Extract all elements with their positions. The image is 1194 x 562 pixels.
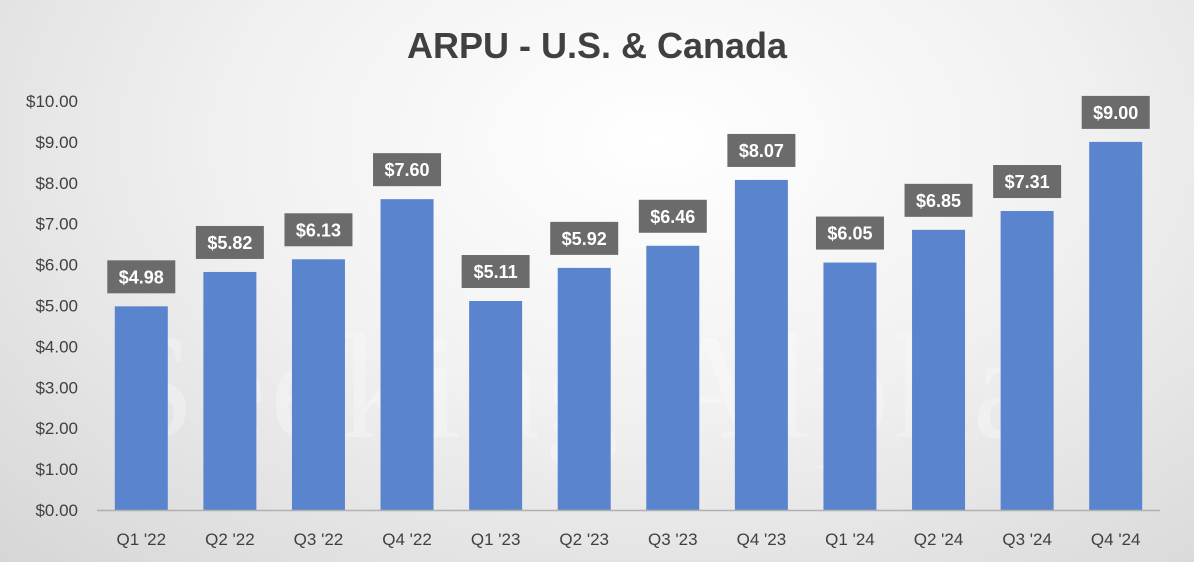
y-tick-label: $3.00 [35,378,78,397]
x-tick-label: Q2 '23 [559,530,609,549]
y-tick-label: $10.00 [26,92,78,111]
y-tick-label: $8.00 [35,174,78,193]
x-tick-label: Q1 '22 [117,530,167,549]
x-tick-label: Q1 '23 [471,530,521,549]
data-labels: $4.98 $5.82 $6.13 $7.60 $5.11 $5.92 $6.46 $8.07… [107,95,1150,294]
bar [203,271,257,510]
bar [291,259,345,510]
bar [1089,141,1143,510]
data-label-box [195,225,264,259]
x-tick-label: Q2 '22 [205,530,255,549]
bar [646,245,700,510]
data-label: $7.60 [385,160,430,180]
x-tick-label: Q3 '24 [1002,530,1052,549]
x-tick-label: Q3 '22 [294,530,344,549]
bar [469,301,523,510]
data-label-box [638,199,707,233]
data-label: $5.82 [207,233,252,253]
x-tick-label: Q4 '24 [1091,530,1141,549]
bar [734,179,788,510]
y-axis: $0.00 $1.00 $2.00 $3.00 $4.00 $5.00 $6.00 $7.00… [26,92,78,520]
data-label: $9.00 [1093,103,1138,123]
data-label-box [993,165,1062,199]
y-tick-label: $0.00 [35,501,78,520]
y-tick-label: $5.00 [35,297,78,316]
y-tick-label: $6.00 [35,256,78,275]
y-tick-label: $1.00 [35,460,78,479]
data-label-box [107,260,176,294]
y-tick-label: $4.00 [35,337,78,356]
data-label: $6.46 [650,207,695,227]
data-label-box [461,255,530,289]
data-label: $5.11 [474,262,518,282]
data-label-box [815,216,884,250]
x-axis: Q1 '22 Q2 '22 Q3 '22 Q4 '22 Q1 '23 Q2 '23 Q3 '… [117,530,1141,549]
data-label-box [727,133,796,167]
data-label: $6.05 [827,224,872,244]
x-tick-label: Q3 '23 [648,530,698,549]
data-label-box [284,213,353,247]
x-tick-label: Q4 '22 [382,530,432,549]
data-label-box [1081,95,1150,129]
y-tick-label: $9.00 [35,133,78,152]
data-label: $4.98 [119,267,164,287]
y-tick-label: $2.00 [35,419,78,438]
data-label-box [550,221,619,255]
data-label: $6.13 [296,220,341,240]
x-tick-label: Q4 '23 [737,530,787,549]
bars [114,141,1143,510]
bar [823,262,877,510]
y-tick-label: $7.00 [35,215,78,234]
data-label: $7.31 [1005,172,1050,192]
bar [557,267,611,510]
bar [912,229,966,510]
data-label-box [373,153,442,187]
bar [380,199,434,510]
data-label: $5.92 [562,229,607,249]
x-tick-label: Q2 '24 [914,530,964,549]
chart-title: ARPU - U.S. & Canada [407,25,788,66]
data-label-box [904,183,973,217]
x-tick-label: Q1 '24 [825,530,875,549]
bar [1000,211,1054,510]
bar [114,306,168,510]
data-label: $8.07 [739,141,784,161]
data-label: $6.85 [916,191,961,211]
